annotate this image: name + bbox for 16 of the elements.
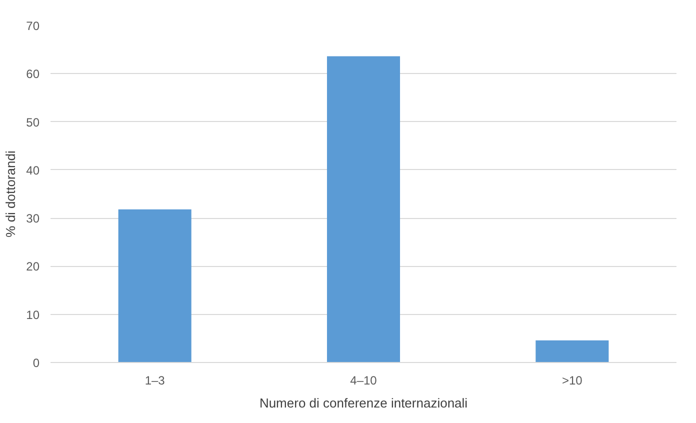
x-tick-label: 4–10 <box>350 374 378 388</box>
x-tick-label: >10 <box>562 374 583 388</box>
bar <box>118 209 192 362</box>
bar <box>326 56 400 362</box>
bar <box>536 340 609 362</box>
x-axis-title: Numero di conferenze internazionali <box>259 396 468 410</box>
y-tick-label: 60 <box>26 67 40 82</box>
y-tick-label: 70 <box>26 19 40 33</box>
x-tick-label: 1–3 <box>144 374 166 388</box>
y-tick-label: 20 <box>26 260 40 274</box>
y-tick-label: 0 <box>32 356 40 370</box>
y-tick-label: 40 <box>26 163 40 178</box>
y-tick-label: 10 <box>26 308 40 322</box>
y-axis-title: % di dottorandi <box>3 150 18 238</box>
y-tick-label: 30 <box>26 212 40 226</box>
y-tick-label: 50 <box>26 115 40 130</box>
